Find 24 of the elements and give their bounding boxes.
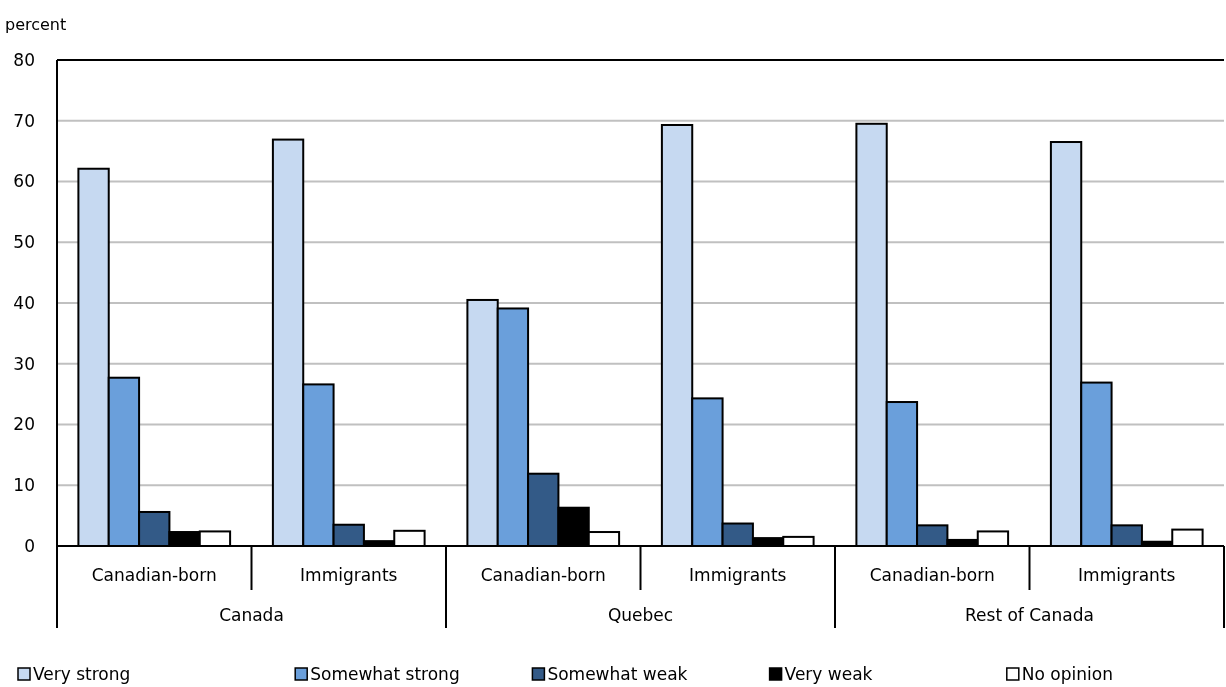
- text: Canada: [219, 604, 284, 625]
- y-tick-label: 80: [13, 49, 35, 70]
- x-tick-label: Canadian-born: [869, 564, 995, 585]
- x-tick-label: Immigrants: [689, 564, 787, 585]
- x-tick-label: Immigrants: [1078, 564, 1176, 585]
- y-tick-label: 60: [13, 171, 35, 192]
- x-tick-label: Canadian-born: [480, 564, 606, 585]
- y-tick-label: 20: [13, 414, 35, 435]
- legend-label: Somewhat strong: [310, 663, 460, 684]
- legend-label: Somewhat weak: [547, 663, 688, 684]
- text: Rest of Canada: [965, 604, 1094, 625]
- x-tick-label: Canadian-born: [91, 564, 217, 585]
- y-axis-title: percent: [5, 15, 67, 34]
- legend-label: Very strong: [33, 663, 131, 684]
- y-tick-label: 0: [24, 535, 35, 556]
- y-tick-label: 70: [13, 110, 35, 131]
- x-tick-label: Immigrants: [300, 564, 398, 585]
- legend-label: No opinion: [1021, 663, 1113, 684]
- legend-label: Very weak: [784, 663, 873, 684]
- text: Quebec: [607, 604, 674, 625]
- y-tick-label: 10: [13, 475, 35, 496]
- y-tick-label: 50: [13, 232, 35, 253]
- y-tick-label: 40: [13, 292, 35, 313]
- y-tick-label: 30: [13, 353, 35, 374]
